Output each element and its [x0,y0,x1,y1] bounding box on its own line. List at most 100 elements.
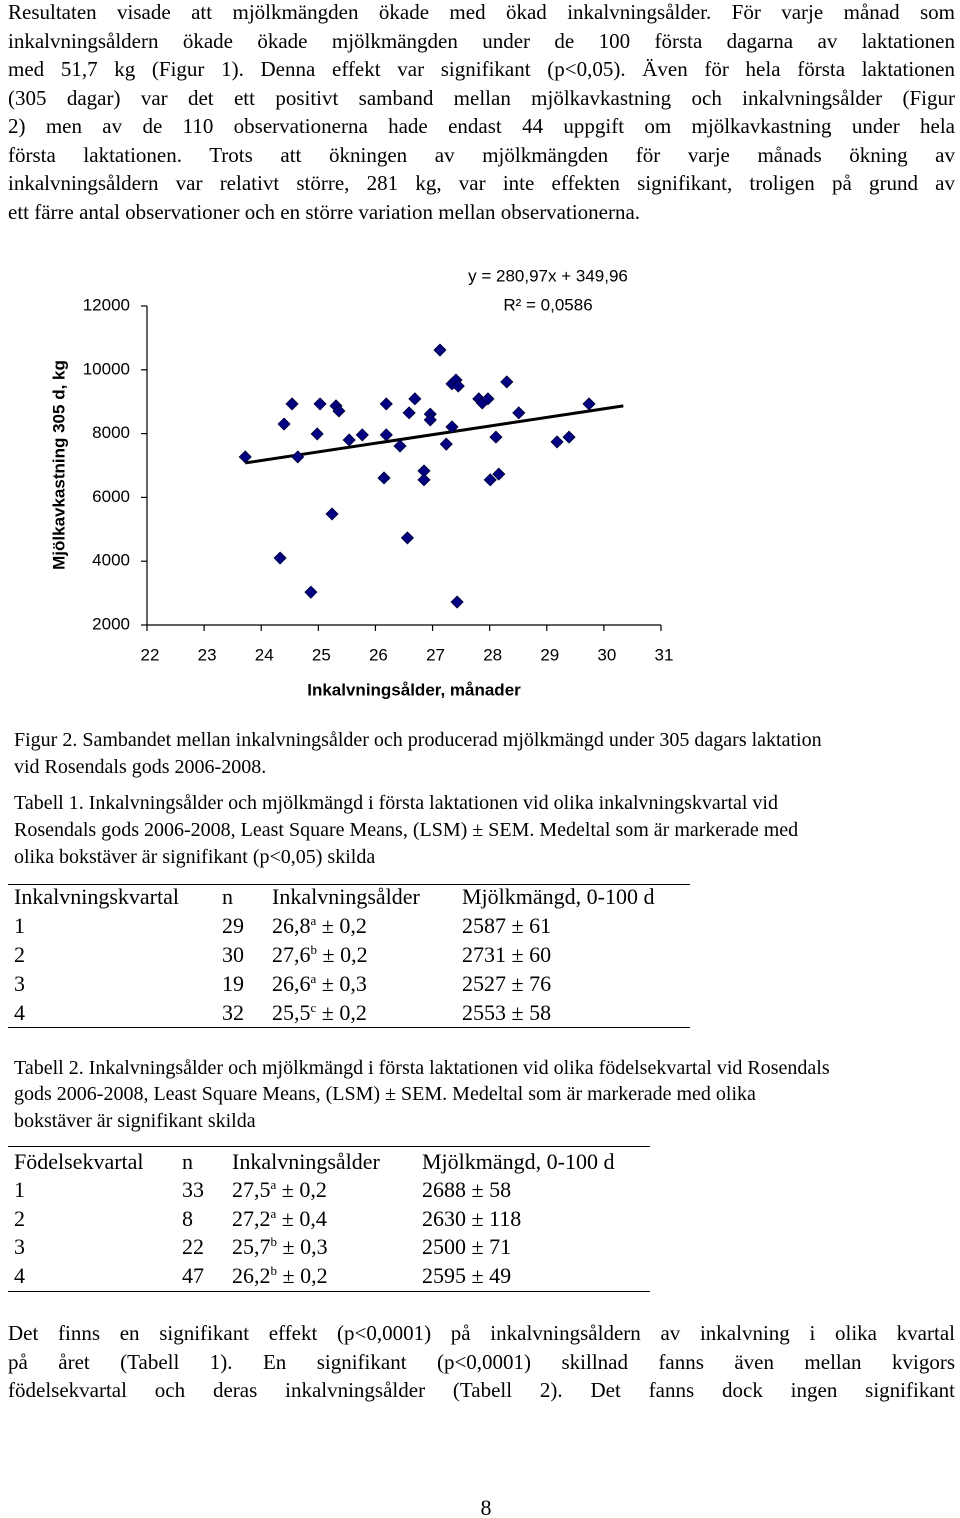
cell-tail: ± 0,2 [322,942,368,967]
table-header-cell: n [222,884,233,909]
x-tick-label: 28 [483,645,502,664]
y-tick-label: 10000 [83,359,130,378]
data-point [273,551,287,565]
table-cell: 2500 ± 71 [422,1234,512,1260]
cell-sup: a [310,913,317,928]
y-tick-label: 12000 [83,295,130,314]
table-caption: Rosendals gods 2006-2008, Least Square M… [14,819,799,841]
table-rule [8,1146,650,1147]
data-point [512,406,526,420]
data-point [291,450,305,464]
data-point [439,437,453,451]
trend-annotation: R² = 0,0586 [503,295,592,314]
paragraph-line: Det finns en signifikant effekt (p<0,000… [8,1321,955,1345]
table-caption: Tabell 2. Inkalvningsålder och mjölkmäng… [14,1057,830,1079]
table-header-cell: Inkalvningsålder [232,1149,380,1174]
paragraph-line: födelsekvartal och deras inkalvningsålde… [8,1378,955,1402]
y-tick-label: 8000 [92,423,130,442]
cell-sup: b [310,942,318,957]
x-axis-label: Inkalvningsålder, månader [307,680,521,699]
table-caption: gods 2006-2008, Least Square Means, (LSM… [14,1083,756,1105]
table-caption: Tabell 1. Inkalvningsålder och mjölkmäng… [14,792,778,814]
data-point [423,413,437,427]
table-cell: 2587 ± 61 [462,913,552,938]
table-cell: 27,5a ± 0,2 [232,1176,327,1204]
figure-caption: vid Rosendals gods 2006-2008. [14,756,267,778]
data-point [483,473,497,487]
data-point [492,467,506,481]
cell-tail: ± 0,3 [282,1234,328,1260]
x-tick-label: 23 [198,645,217,664]
table-cell: 2527 ± 76 [462,971,552,996]
x-tick-label: 31 [655,645,674,664]
x-tick-label: 27 [426,645,445,664]
table-header-cell: Födelsekvartal [14,1149,144,1174]
cell-main: 27,6 [272,942,311,967]
data-point [238,450,252,464]
table-rule [8,1291,650,1292]
x-tick-label: 26 [369,645,388,664]
paragraph-line: första laktationen. Trots att ökningen a… [8,142,955,167]
table-cell: 26,6a ± 0,3 [272,970,367,998]
cell-main: 25,5 [272,1000,311,1025]
x-tick-label: 30 [597,645,616,664]
table-rule [8,1027,690,1028]
table-header-cell: Inkalvningskvartal [14,884,179,909]
data-point [310,427,324,441]
data-point [355,428,369,442]
x-tick-label: 22 [141,645,160,664]
cell-tail: ± 0,3 [321,971,367,996]
data-point [332,404,346,418]
table-cell: 25,5c ± 0,2 [272,999,367,1027]
data-point [402,406,416,420]
y-tick-label: 6000 [92,487,130,506]
scatter-chart: 2000 4000 6000 8000 10000 12000 22 23 24 25 26 27 28… [49,266,674,699]
cell-main: 26,8 [272,913,311,938]
table-cell: 2 [14,942,25,967]
table-header-cell: n [182,1149,193,1174]
data-point [562,430,576,444]
data-point [277,417,291,431]
table-cell: 2553 ± 58 [462,1000,552,1025]
figure-caption: Figur 2. Sambandet mellan inkalvningsåld… [14,729,822,751]
table-cell: 4 [14,1000,25,1025]
page-number: 8 [480,1495,492,1518]
table-cell: 27,2a ± 0,4 [232,1205,327,1233]
table-cell: 2630 ± 118 [422,1205,522,1231]
cell-tail: ± 0,2 [282,1263,328,1289]
cell-sup: a [270,1205,277,1221]
cell-main: 25,7 [232,1234,271,1260]
table-cell: 27,6b ± 0,2 [272,941,368,969]
table-header-cell: Inkalvningsålder [272,884,420,909]
data-point [325,507,339,521]
paragraph-line: inkalvningsåldern ökade ökade mjölkmängd… [8,28,955,53]
cell-tail: ± 0,2 [281,1177,327,1202]
table-cell: 26,2b ± 0,2 [232,1262,328,1290]
table-header-cell: Mjölkmängd, 0-100 d [422,1149,615,1174]
paragraph-line: Resultaten visade att mjölkmängden ökade… [8,0,955,24]
x-tick-label: 24 [255,645,274,664]
table-cell: 3 [14,1234,25,1260]
cell-main: 26,2 [232,1263,271,1289]
data-point [550,435,564,449]
data-point [379,397,393,411]
table-cell: 2 [14,1205,25,1231]
paragraph-line: ett färre antal observationer och en stö… [8,199,641,224]
cell-sup: a [270,1177,277,1192]
table-header-cell: Mjölkmängd, 0-100 d [462,884,655,909]
x-tick-label: 29 [540,645,559,664]
paragraph-line: 2) men av de 110 observationerna hade en… [8,114,955,139]
cell-sup: b [270,1263,278,1279]
table-cell: 1 [14,913,25,938]
data-point [400,531,414,545]
table-cell: 2595 ± 49 [422,1263,512,1289]
table-cell: 32 [222,1000,244,1025]
data-point [408,392,422,406]
data-point [393,439,407,453]
cell-main: 26,6 [272,971,311,996]
paragraph-line: med 51,7 kg (Figur 1). Denna effekt var … [8,57,955,82]
cell-sup: c [310,1000,317,1015]
table-cell: 19 [222,971,244,996]
table-cell: 2688 ± 58 [422,1177,512,1202]
